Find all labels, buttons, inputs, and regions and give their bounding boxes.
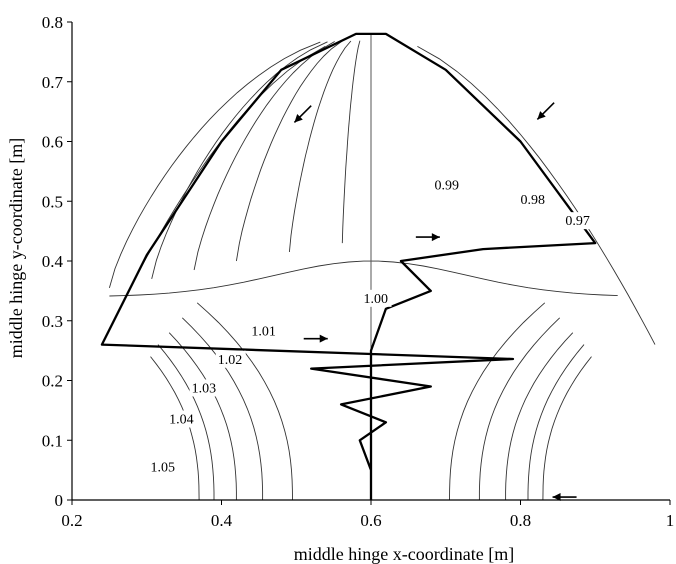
contour-label-bg [215, 350, 246, 368]
contour-label: 0.98 [521, 193, 546, 208]
contour-labels: 0.99 0.98 0.97 1.00 1.01 1.021.03 1.04 1.05 [148, 176, 594, 476]
contour-upper-4 [235, 40, 343, 262]
contour-lower-left-4 [181, 317, 264, 500]
contour-label-bg [518, 191, 549, 209]
y-tick-label: 0.3 [42, 312, 63, 331]
y-tick-label: 0 [55, 491, 64, 510]
contour-lines [101, 40, 656, 501]
contour-label-bg [249, 322, 280, 340]
arrow-head-2 [537, 111, 546, 120]
axes: 0.2 0.4 0.6 0.8 1 0 0.1 0.2 0.3 0.4 0.5 0.6 0.7 0.8 [42, 13, 675, 530]
x-tick-label: 0.2 [61, 511, 82, 530]
arrow-head-3 [431, 233, 440, 242]
y-tick-label: 0.1 [42, 431, 63, 450]
contour-upper-5 [288, 40, 352, 253]
contour-lower-right-2 [527, 344, 585, 500]
contour-upper-6 [341, 40, 361, 244]
contour-label-bg [563, 212, 594, 230]
y-tick-label: 0.7 [42, 73, 64, 92]
contour-label: 1.01 [251, 325, 276, 340]
contour-outer-left [101, 46, 326, 345]
y-tick-label: 0.6 [42, 133, 63, 152]
trajectory-path [100, 32, 597, 500]
contour-lower-left-2 [157, 344, 215, 500]
x-axis-label: middle hinge x-coordinate [m] [294, 544, 514, 564]
contour-upper-3 [193, 41, 335, 271]
contour-label: 1.03 [192, 381, 217, 396]
contour-upper-2 [151, 41, 328, 280]
contour-label: 1.05 [150, 460, 175, 475]
contour-lower-left-3 [168, 332, 237, 500]
x-tick-label: 0.8 [510, 511, 531, 530]
y-tick-label: 0.2 [42, 372, 63, 391]
direction-arrows [293, 102, 577, 502]
contour-label: 0.99 [435, 178, 460, 193]
x-tick-label: 1 [666, 511, 675, 530]
y-tick-label: 0.8 [42, 13, 63, 32]
contour-upper-1 [108, 41, 321, 289]
arrow-head-5 [552, 493, 561, 502]
arrow-head-1 [294, 114, 303, 123]
contour-label-bg [189, 379, 220, 397]
contour-label-bg [361, 289, 392, 307]
contour-label: 1.04 [169, 413, 194, 428]
contour-lower-right-4 [478, 317, 561, 500]
x-tick-label: 0.4 [211, 511, 233, 530]
contour-label-bg [432, 176, 463, 194]
y-tick-label: 0.4 [42, 252, 64, 271]
y-tick-label: 0.5 [42, 192, 63, 211]
arrow-head-4 [319, 334, 328, 343]
contour-label: 0.97 [565, 214, 590, 229]
contour-label: 1.00 [364, 292, 389, 307]
contour-lower-left-1 [150, 356, 200, 501]
y-axis-label: middle hinge y-coordinate [m] [6, 138, 26, 358]
contour-label: 1.02 [218, 353, 243, 368]
contour-label-bg [148, 458, 179, 476]
contour-lower-right-3 [505, 332, 574, 500]
contour-lower-left-5 [196, 302, 293, 501]
x-tick-label: 0.6 [360, 511, 381, 530]
contour-middle [109, 260, 618, 297]
trajectory-series [100, 32, 597, 501]
contour-lower-right-1 [542, 356, 592, 501]
contour-lower-right-5 [449, 302, 546, 501]
contour-outer-right [417, 46, 656, 345]
contour-label-bg [167, 410, 198, 428]
